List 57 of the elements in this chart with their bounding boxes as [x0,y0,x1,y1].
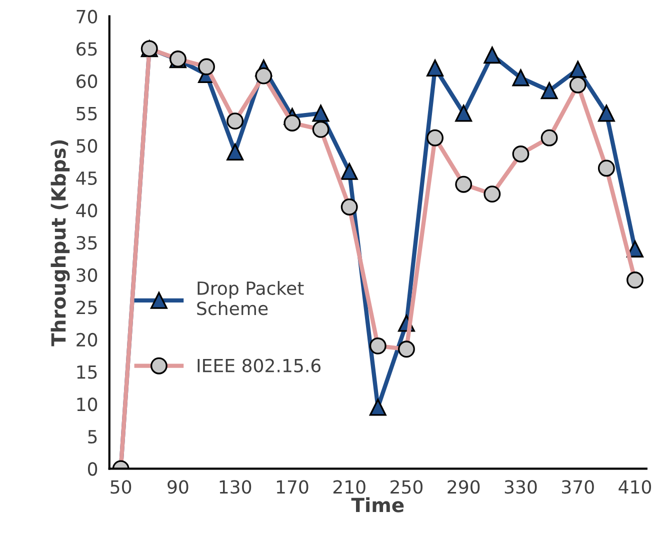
x-tick-label: 290 [448,480,480,494]
point [340,162,358,180]
point [312,104,330,122]
y-tick-label: 30 [76,268,98,282]
point [284,114,301,132]
y-tick-label: 5 [88,430,97,444]
y-tick-label: 60 [76,74,98,88]
point [598,104,615,122]
x-tick-label: 50 [110,480,132,494]
y-tick-label: 40 [76,204,98,218]
legend-label: Drop Packet Scheme [197,281,304,316]
point [226,144,244,161]
point [369,398,386,416]
x-tick-label: 410 [618,480,652,494]
x-tick-label: 210 [333,480,366,494]
point [569,76,586,94]
point [369,337,386,354]
point [455,104,472,122]
point [540,82,558,100]
point [626,272,644,288]
point [455,176,472,193]
point [255,67,272,84]
point [312,120,330,138]
y-tick-label: 15 [77,365,97,379]
x-tick-label: 250 [390,480,423,494]
point [426,129,444,146]
y-tick-label: 10 [77,398,98,412]
point [340,198,358,216]
point [426,60,444,77]
point [484,46,501,64]
x-tick-label: 330 [504,480,537,494]
point [569,60,586,78]
y-tick-label: 70 [76,10,98,24]
point [598,160,615,177]
point [226,112,244,130]
y-tick-label: 25 [76,300,97,314]
point [540,129,558,146]
x-axis-title: Time [351,497,404,512]
y-tick-label: 50 [76,139,98,153]
y-tick-label: 65 [76,42,97,56]
y-tick-label: 35 [76,236,97,250]
point [626,240,644,258]
point [512,146,530,162]
y-tick-label: 20 [76,332,98,347]
y-tick-label: 0 [88,462,98,476]
point [398,340,415,358]
x-tick-label: 170 [276,480,308,494]
y-tick-label: 45 [76,172,97,186]
legend-label: IEEE 802.15.6 [198,358,321,372]
point [198,58,215,76]
y-tick-label: 55 [76,106,97,120]
y-axis-title: Throughput (Kbps) [50,140,70,346]
point [512,69,530,86]
x-tick-label: 130 [220,480,252,494]
point [484,186,501,203]
x-tick-label: 90 [168,480,188,494]
x-tick-label: 370 [562,480,594,494]
